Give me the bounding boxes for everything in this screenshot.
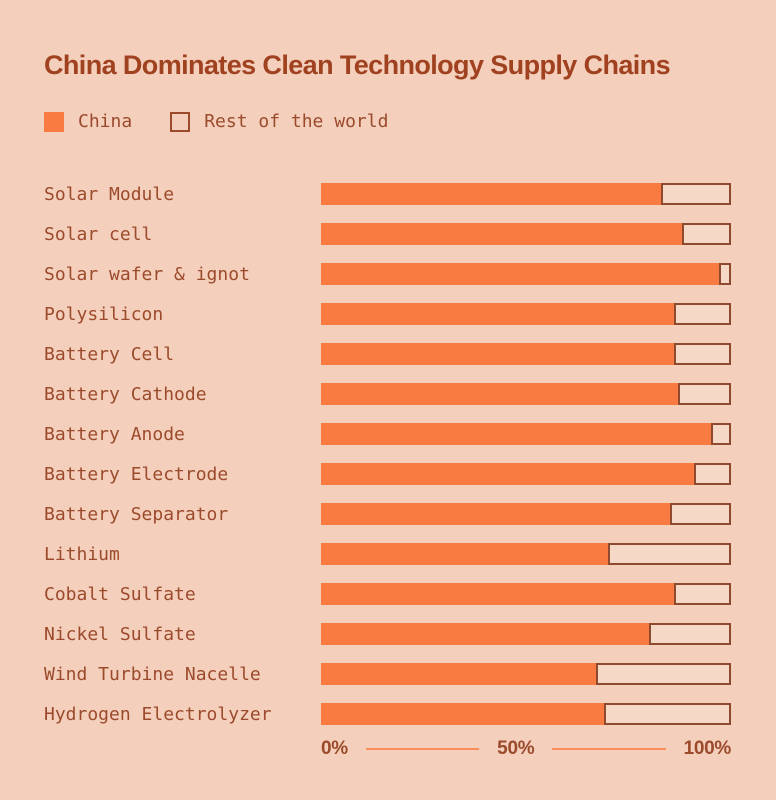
bar-china-segment [321,703,604,725]
chart-row: Battery Cell [44,334,731,374]
category-label: Hydrogen Electrolyzer [44,703,272,725]
rest-of-world-swatch-icon [170,111,191,132]
bar-track [321,383,731,405]
bar-track [321,503,731,525]
legend-item-china: China [44,111,132,132]
bar-rest-of-world-segment [669,503,731,525]
category-label: Battery Separator [44,503,229,525]
chart-row: Lithium [44,534,731,574]
bar-track [321,343,731,365]
legend-label-rest-of-world: Rest of the world [204,111,389,132]
bar-china-segment [321,583,674,605]
axis-line-right [552,748,666,750]
bar-china-segment [321,343,674,365]
x-axis: 0% 50% 100% [321,737,731,761]
bar-rest-of-world-segment [718,263,731,285]
bar-rest-of-world-segment [603,703,731,725]
chart-row: Solar Module [44,174,731,214]
chart-row: Battery Cathode [44,374,731,414]
bar-track [321,263,731,285]
china-swatch-icon [44,111,64,132]
category-label: Battery Cell [44,343,175,365]
x-tick-100: 100% [683,738,732,759]
bar-china-segment [321,183,662,205]
bar-china-segment [321,503,670,525]
bar-track [321,223,731,245]
bar-china-segment [321,303,674,325]
legend-item-rest-of-world: Rest of the world [170,111,388,132]
bar-china-segment [321,543,608,565]
bar-rest-of-world-segment [681,223,731,245]
chart-row: Polysilicon [44,294,731,334]
bar-china-segment [321,623,649,645]
chart-row: Wind Turbine Nacelle [44,654,731,694]
bar-china-segment [321,663,596,685]
chart-title: China Dominates Clean Technology Supply … [44,50,671,80]
bar-track [321,543,731,565]
category-label: Battery Cathode [44,383,207,405]
bar-rest-of-world-segment [608,543,731,565]
chart-row: Cobalt Sulfate [44,574,731,614]
bar-china-segment [321,223,682,245]
bar-rest-of-world-segment [673,343,731,365]
category-label: Polysilicon [44,303,164,325]
bar-china-segment [321,463,695,485]
bar-rest-of-world-segment [673,583,731,605]
category-label: Nickel Sulfate [44,623,196,645]
category-label: Battery Electrode [44,463,229,485]
category-label: Battery Anode [44,423,185,445]
bar-track [321,583,731,605]
category-label: Solar Module [44,183,175,205]
bar-rest-of-world-segment [673,303,731,325]
bar-rest-of-world-segment [710,423,731,445]
chart-row: Solar cell [44,214,731,254]
bar-rest-of-world-segment [595,663,731,685]
bar-track [321,623,731,645]
category-label: Solar cell [44,223,153,245]
category-label: Solar wafer & ignot [44,263,250,285]
legend: China Rest of the world [44,111,731,132]
axis-line-left [365,748,480,750]
x-tick-0: 0% [321,738,348,759]
bar-track [321,183,731,205]
legend-label-china: China [78,111,133,132]
chart-row: Battery Anode [44,414,731,454]
bar-china-segment [321,383,678,405]
bar-rest-of-world-segment [677,383,731,405]
chart-row: Battery Separator [44,494,731,534]
category-label: Cobalt Sulfate [44,583,196,605]
bar-track [321,423,731,445]
chart-rows: Solar Module Solar cell Solar wafer & igno… [44,174,731,734]
bar-rest-of-world-segment [694,463,731,485]
category-label: Wind Turbine Nacelle [44,663,261,685]
chart-row: Solar wafer & ignot [44,254,731,294]
category-label: Lithium [44,543,120,565]
bar-track [321,663,731,685]
bar-track [321,463,731,485]
bar-rest-of-world-segment [649,623,731,645]
bar-china-segment [321,263,719,285]
chart-row: Nickel Sulfate [44,614,731,654]
chart-row: Hydrogen Electrolyzer [44,694,731,734]
x-tick-50: 50% [497,738,535,759]
bar-track [321,303,731,325]
chart-row: Battery Electrode [44,454,731,494]
bar-rest-of-world-segment [661,183,731,205]
bar-china-segment [321,423,711,445]
bar-track [321,703,731,725]
